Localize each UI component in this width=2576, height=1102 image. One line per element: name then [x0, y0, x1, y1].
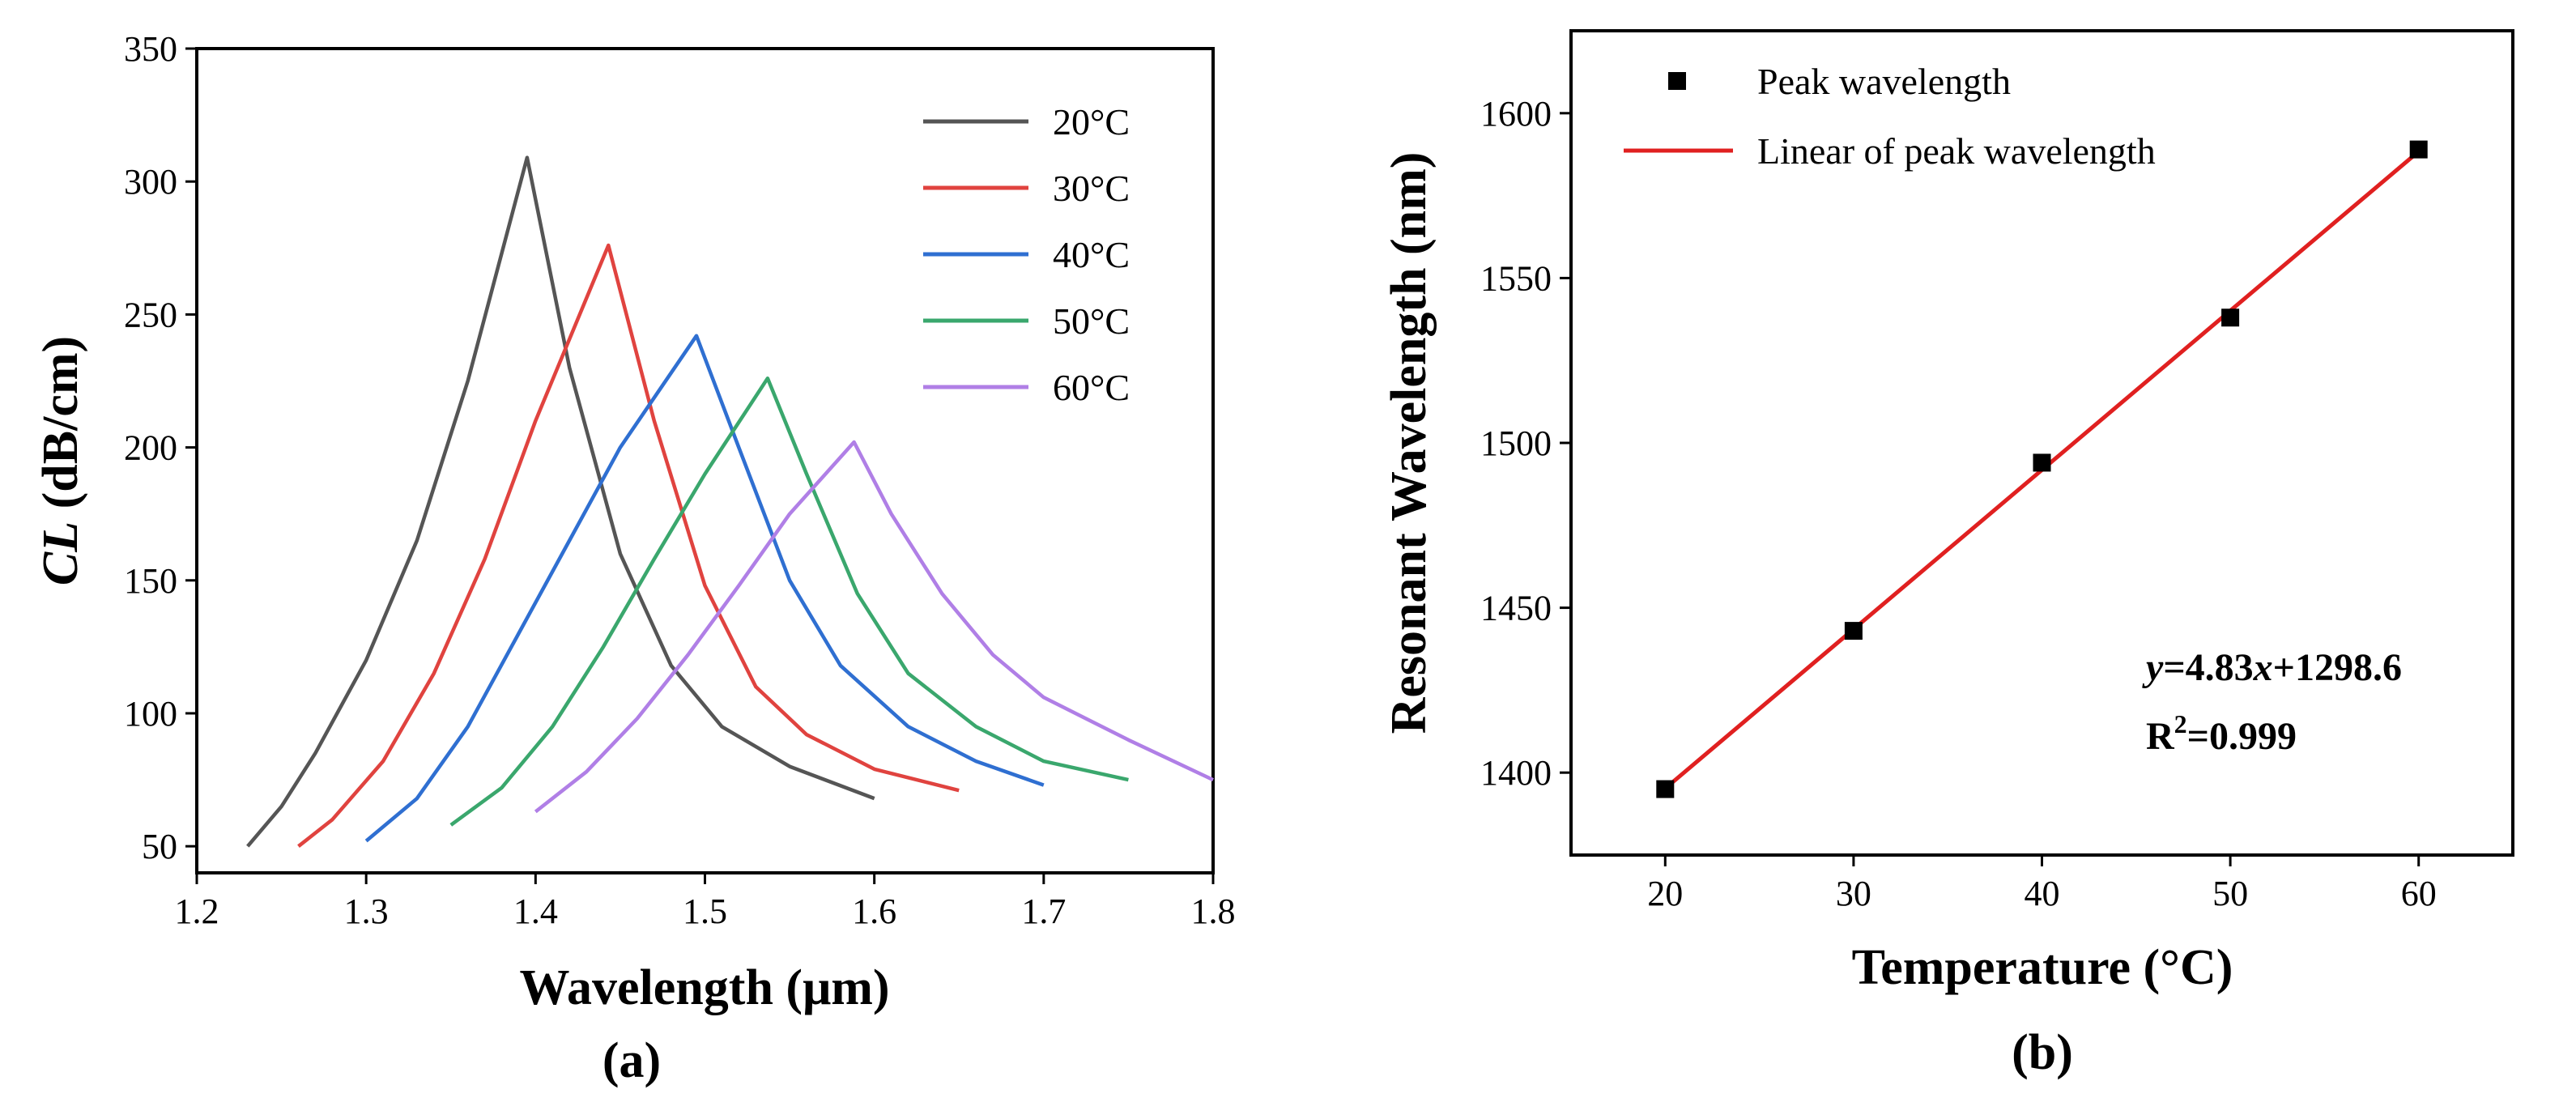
x-axis-title-b: Temperature (°C)	[1852, 940, 2233, 995]
r-squared-label: R	[2146, 715, 2175, 758]
y-tick-label-a: 300	[124, 162, 177, 202]
x-tick-label-b: 30	[1836, 874, 1871, 913]
data-point	[2409, 140, 2428, 159]
x-tick-label-a: 1.6	[852, 891, 896, 931]
y-tick-label-a: 250	[124, 295, 177, 334]
x-tick-label-a: 1.5	[683, 891, 727, 931]
panel-label-b: (b)	[2012, 1025, 2073, 1080]
r-squared-value: =0.999	[2187, 715, 2297, 758]
fit-equation-x: x	[2253, 646, 2273, 689]
y-tick-label-b: 1450	[1480, 589, 1552, 628]
y-axis-title-a: CL (dB/cm)	[33, 336, 88, 585]
data-point	[1844, 622, 1863, 640]
fit-equation-y: y	[2142, 646, 2164, 689]
chart-panel-a: 1.2 1.3 1.4 1.5 1.6 1.7 1.8 50 100 150 200 250 300 35…	[33, 29, 1236, 1088]
x-tick-label-b: 60	[2401, 874, 2437, 913]
x-tick-label-a: 1.4	[513, 891, 558, 931]
legend-label-fit: Linear of peak wavelength	[1757, 130, 2156, 172]
y-axis-title-a-italic: CL	[33, 521, 88, 585]
x-tick-label-a: 1.8	[1191, 891, 1236, 931]
legend-a: 20°C 30°C 40°C 50°C 60°C	[923, 101, 1130, 408]
data-point	[2221, 308, 2240, 327]
legend-b: Peak wavelength Linear of peak wavelength	[1624, 61, 2156, 172]
y-tick-label-b: 1400	[1480, 753, 1552, 793]
x-tick-label-b: 50	[2212, 874, 2248, 913]
legend-label-points: Peak wavelength	[1757, 61, 2011, 102]
fit-equation-rest: +1298.6	[2273, 646, 2402, 689]
y-axis-title-b: Resonant Wavelength (nm)	[1382, 152, 1437, 734]
series-line-0	[246, 155, 875, 848]
fit-equation-mid: =4.83	[2163, 646, 2253, 689]
x-tick-label-b: 20	[1647, 874, 1683, 913]
x-tick-label-b: 40	[2025, 874, 2060, 913]
y-tick-label-a: 50	[142, 827, 177, 866]
x-axis-title-a: Wavelength (μm)	[519, 960, 889, 1015]
y-tick-label-b: 1550	[1480, 258, 1552, 298]
series-lines-a	[246, 155, 1214, 848]
series-line-1	[297, 243, 960, 848]
x-tick-label-a: 1.7	[1021, 891, 1066, 931]
r-squared-sup: 2	[2174, 709, 2187, 738]
y-axis-title-a-rest: (dB/cm)	[33, 336, 88, 521]
y-tick-label-b: 1500	[1480, 423, 1552, 463]
y-tick-label-a: 200	[124, 428, 177, 468]
series-line-4	[534, 440, 1214, 814]
fit-equation: y=4.83x+1298.6	[2142, 646, 2402, 689]
x-tick-label-a: 1.2	[175, 891, 219, 931]
data-point	[1656, 780, 1675, 798]
series-line-3	[449, 376, 1129, 827]
legend-label-0: 20°C	[1053, 101, 1130, 143]
data-point	[2033, 453, 2051, 472]
legend-label-1: 30°C	[1053, 168, 1130, 209]
panel-label-a: (a)	[602, 1033, 661, 1088]
y-tick-label-a: 350	[124, 29, 177, 69]
legend-label-3: 50°C	[1053, 300, 1130, 342]
axis-ticks-b: 20 30 40 50 60 1400 1450 1500 1550 1600	[1480, 94, 2437, 913]
legend-label-2: 40°C	[1053, 234, 1130, 275]
y-tick-label-a: 100	[124, 694, 177, 734]
legend-label-4: 60°C	[1053, 367, 1130, 408]
y-tick-label-b: 1600	[1480, 94, 1552, 134]
x-tick-label-a: 1.3	[344, 891, 389, 931]
axis-ticks-a: 1.2 1.3 1.4 1.5 1.6 1.7 1.8 50 100 150 200 250 300 35…	[124, 29, 1236, 931]
legend-marker-points	[1668, 72, 1686, 90]
r-squared: R2=0.999	[2146, 709, 2297, 758]
chart-panel-b: 20 30 40 50 60 1400 1450 1500 1550 1600 Peak wave…	[1382, 29, 2514, 1080]
series-line-2	[364, 334, 1045, 843]
y-tick-label-a: 150	[124, 561, 177, 601]
data-points-b	[1656, 140, 2428, 798]
